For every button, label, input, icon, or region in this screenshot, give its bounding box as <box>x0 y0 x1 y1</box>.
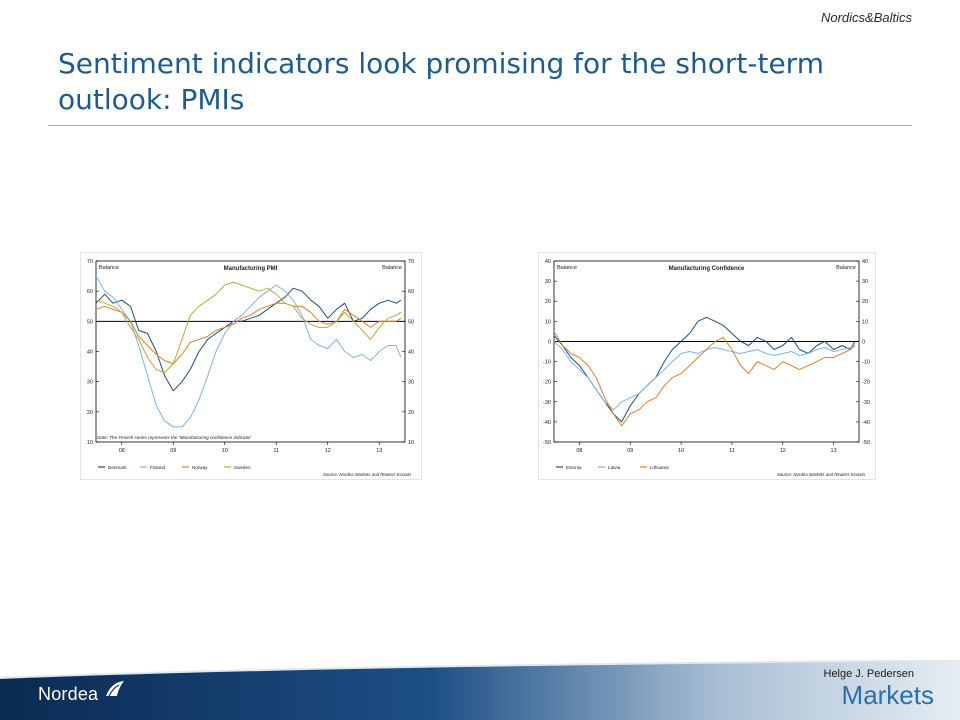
c0-xtick-label: 09 <box>170 448 176 454</box>
c0-xtick-label: 10 <box>222 448 228 454</box>
title-divider <box>48 125 912 126</box>
c1-ytick-label-left: 20 <box>545 299 551 305</box>
pmi-chart-svg: 10 10 20 20 30 30 40 40 50 50 60 60 70 70 08 09 10 11 12 13… <box>80 252 422 480</box>
c0-ytick-label-left: 30 <box>87 380 93 386</box>
c1-ytick-label-right: 0 <box>862 339 865 345</box>
c1-xtick-label: 12 <box>780 448 786 454</box>
confidence-chart-svg: -50 -50 -40 -40 -30 -30 -20 -20 -10 -10 0 0 10 10 20 20… <box>538 252 876 480</box>
c0-ytick-label-left: 10 <box>87 440 93 446</box>
c0-ytick-label-right: 30 <box>408 380 414 386</box>
footer-band <box>0 660 960 720</box>
c1-xtick-label: 09 <box>627 448 633 454</box>
c0-xtick-label: 08 <box>119 448 125 454</box>
c1-ytick-label-left: -10 <box>543 360 551 366</box>
c1-ytick-label-left: -30 <box>543 400 551 406</box>
c1-legend-label-estonia: Estonia <box>566 465 582 470</box>
c1-ytick-label-left: 30 <box>545 279 551 285</box>
c1-series-lithuania-line <box>553 331 856 427</box>
c1-ytick-label-left: -20 <box>543 380 551 386</box>
author-name: Helge J. Pedersen <box>823 668 915 680</box>
c0-ytick-label-right: 50 <box>408 319 414 325</box>
c0-series-sweden-line <box>95 281 402 374</box>
c1-ytick-label-left: 0 <box>548 339 551 345</box>
c1-ytick-label-right: 20 <box>862 299 868 305</box>
c1-ytick-label-left: 10 <box>545 319 551 325</box>
c1-frame <box>538 252 876 480</box>
c0-ytick-label-left: 20 <box>87 410 93 416</box>
c1-ytick-label-left: 40 <box>545 259 551 265</box>
c0-xtick-label: 13 <box>376 448 382 454</box>
c1-ytick-label-right: 10 <box>862 319 868 325</box>
pmi-chart: 10 10 20 20 30 30 40 40 50 50 60 60 70 70 08 09 10 11 12 13… <box>80 252 422 480</box>
c1-ytick-label-right: -40 <box>862 420 870 426</box>
c1-ytick-label-right: -20 <box>862 380 870 386</box>
c0-note: Note: The Finnish series represents the … <box>97 435 252 440</box>
c1-xtick-label: 13 <box>831 448 837 454</box>
c0-ytick-label-right: 60 <box>408 289 414 295</box>
slide-title: Sentiment indicators look promising for … <box>58 47 824 116</box>
c1-ylabel-right: Balance <box>836 265 856 271</box>
c0-series-norway-line <box>95 302 402 365</box>
c1-ylabel-left: Balance <box>557 265 577 271</box>
c0-ylabel-right: Balance <box>382 265 402 271</box>
confidence-chart: -50 -50 -40 -40 -30 -30 -20 -20 -10 -10 0 0 10 10 20 20… <box>538 252 876 480</box>
c0-frame <box>80 252 422 480</box>
c1-ytick-label-right: -30 <box>862 400 870 406</box>
c0-legend-label-finland: Finland <box>150 465 166 470</box>
c1-title: Manufacturing Confidence <box>669 266 745 272</box>
c0-ytick-label-left: 50 <box>87 319 93 325</box>
c1-xtick-label: 10 <box>678 448 684 454</box>
c0-source: Source: Nordea Markets and Reuters Ecowi… <box>323 472 412 477</box>
c0-ytick-label-left: 60 <box>87 289 93 295</box>
c1-plot-area <box>553 260 860 443</box>
c1-ytick-label-right: -10 <box>862 360 870 366</box>
c1-xtick-label: 11 <box>729 448 735 454</box>
c1-xtick-label: 08 <box>576 448 582 454</box>
c0-ylabel-left: Balance <box>99 265 119 271</box>
c1-ytick-label-right: 40 <box>862 259 868 265</box>
c1-ytick-label-left: -50 <box>543 440 551 446</box>
c1-ytick-label-right: -50 <box>862 440 870 446</box>
c1-source: Source: Nordea Markets and Reuters Ecowi… <box>777 472 866 477</box>
region-label: Nordics&Baltics <box>820 10 912 25</box>
c0-legend-label-denmark: Denmark <box>108 465 127 470</box>
c0-legend-label-sweden: Sweden <box>234 465 251 470</box>
markets-logo: Markets <box>841 680 934 710</box>
c1-legend-label-latvia: Latvia <box>608 465 621 470</box>
c0-ytick-label-right: 70 <box>408 259 414 265</box>
c0-title: Manufacturing PMI <box>224 266 278 272</box>
c1-ytick-label-right: 30 <box>862 279 868 285</box>
c0-ytick-label-right: 10 <box>408 440 414 446</box>
c1-ytick-label-left: -40 <box>543 420 551 426</box>
c0-xtick-label: 11 <box>273 448 279 454</box>
nordea-logo: Nordea <box>38 684 99 704</box>
c0-xtick-label: 12 <box>325 448 331 454</box>
c1-legend-label-lithuania: Lithuania <box>650 465 669 470</box>
c0-ytick-label-left: 70 <box>87 259 93 265</box>
c0-ytick-label-right: 40 <box>408 350 414 356</box>
c0-series-finland-line <box>95 275 402 428</box>
nordea-sail-icon <box>106 681 124 697</box>
c0-legend-label-norway: Norway <box>192 465 208 470</box>
c0-ytick-label-left: 40 <box>87 350 93 356</box>
c0-ytick-label-right: 20 <box>408 410 414 416</box>
